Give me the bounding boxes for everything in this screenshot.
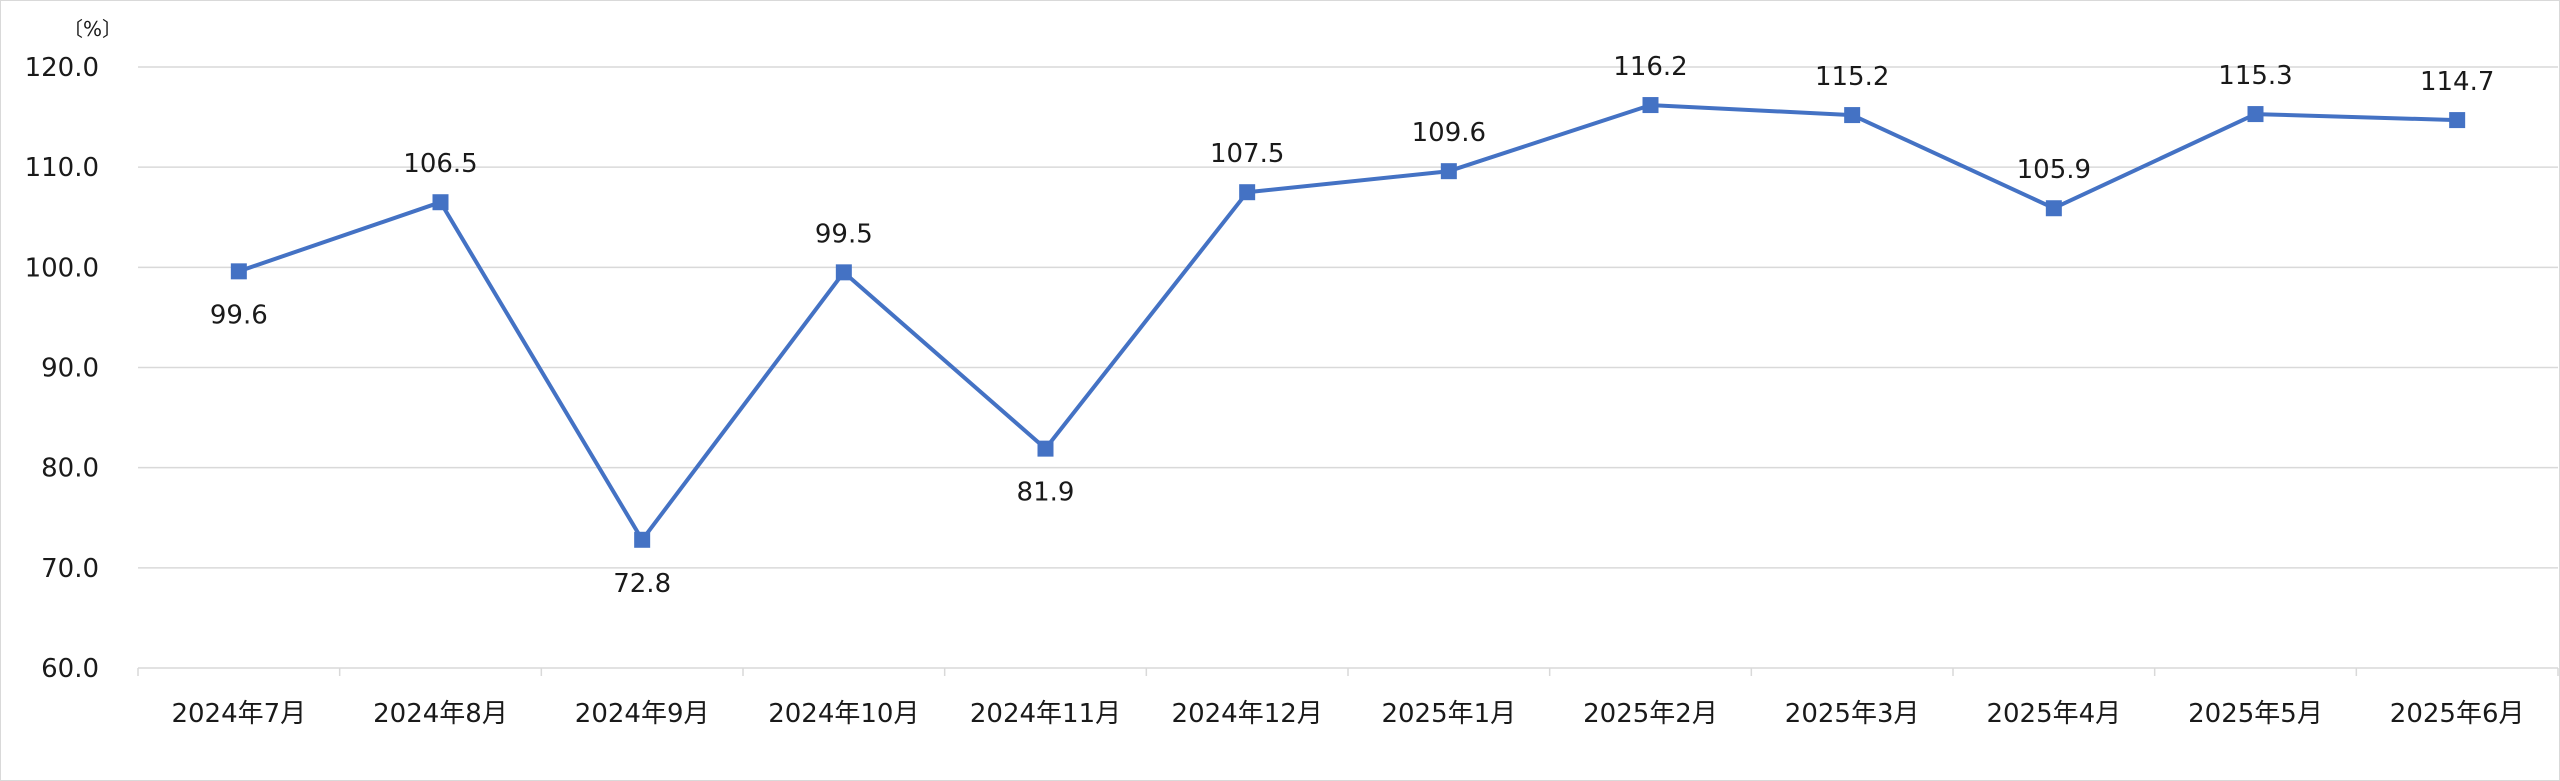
data-label: 115.2 [1815, 62, 1889, 92]
data-point-marker [230, 263, 247, 280]
data-point-marker [432, 194, 449, 211]
data-point-marker [1440, 163, 1457, 180]
data-point-marker [1037, 440, 1054, 457]
series-line [238, 103, 2458, 542]
x-tick-label: 2025年5月 [2188, 699, 2323, 729]
data-label: 106.5 [403, 149, 477, 179]
data-point-marker [2247, 106, 2264, 123]
series [230, 97, 2466, 548]
y-tick-label: 90.0 [41, 354, 99, 384]
data-point-marker [2449, 112, 2466, 129]
y-axis-ticks: 60.0 70.0 80.0 90.0 100.0 110.0 120.0 [25, 53, 99, 684]
data-label: 116.2 [1613, 52, 1687, 82]
data-label: 72.8 [613, 569, 671, 599]
data-label: 107.5 [1210, 139, 1284, 169]
data-label: 115.3 [2218, 61, 2292, 91]
y-tick-label: 60.0 [41, 654, 99, 684]
data-point-marker [1844, 107, 1861, 124]
y-tick-label: 70.0 [41, 554, 99, 584]
data-point-marker [634, 531, 651, 548]
y-tick-label: 110.0 [25, 153, 99, 183]
data-label: 99.6 [210, 300, 268, 330]
x-tick-label: 2024年12月 [1172, 699, 1323, 729]
data-label: 105.9 [2017, 155, 2091, 185]
data-labels: 99.6 106.5 72.8 99.5 81.9 107.5 109.6 116.2 115.… [210, 52, 2494, 599]
data-label: 81.9 [1017, 478, 1075, 508]
data-point-marker [1642, 97, 1659, 114]
x-axis: 2024年7月 2024年8月 2024年9月 2024年10月 2024年11月 202… [137, 667, 2559, 729]
x-tick-label: 2024年8月 [373, 699, 508, 729]
y-tick-label: 120.0 [25, 53, 99, 83]
y-axis-unit-label: 〔%〕 [63, 17, 122, 41]
data-point-marker [1239, 184, 1256, 201]
data-point-marker [835, 264, 852, 281]
data-label: 109.6 [1412, 118, 1486, 148]
x-tick-label: 2024年10月 [768, 699, 919, 729]
y-tick-label: 100.0 [25, 253, 99, 283]
x-tick-label: 2025年6月 [2390, 699, 2525, 729]
y-tick-label: 80.0 [41, 454, 99, 484]
x-tick-label: 2025年4月 [1986, 699, 2121, 729]
data-label: 114.7 [2420, 67, 2494, 97]
x-tick-label: 2024年7月 [171, 699, 306, 729]
x-tick-label: 2025年1月 [1381, 699, 1516, 729]
x-tick-label: 2024年9月 [575, 699, 710, 729]
data-label: 99.5 [815, 219, 873, 249]
x-tick-label: 2025年3月 [1785, 699, 1920, 729]
data-point-marker [2045, 200, 2062, 217]
x-tick-label: 2024年11月 [970, 699, 1121, 729]
x-tick-label: 2025年2月 [1583, 699, 1718, 729]
